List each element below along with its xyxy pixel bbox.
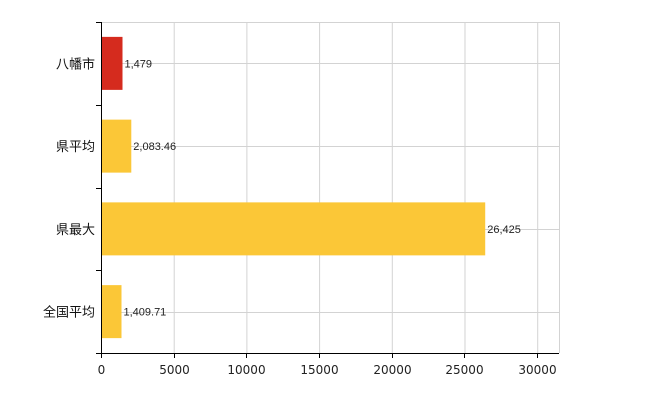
data-label: 26,425	[487, 224, 521, 236]
x-tick-label: 30000	[518, 363, 556, 377]
data-label: 1,479	[125, 58, 153, 70]
bar	[101, 119, 132, 173]
x-tick-label: 5000	[159, 363, 190, 377]
x-tick-label: 10000	[227, 363, 265, 377]
category-label: 県平均	[56, 140, 95, 155]
bar	[101, 285, 122, 339]
x-tick-label: 25000	[445, 363, 483, 377]
data-label: 1,409.71	[123, 307, 166, 319]
data-label: 2,083.46	[133, 141, 176, 153]
x-tick-label: 20000	[373, 363, 411, 377]
category-label: 八幡市	[56, 56, 95, 72]
bar	[101, 202, 486, 256]
x-tick-label: 15000	[300, 363, 338, 377]
x-tick-label: 0	[98, 363, 106, 377]
category-label: 全国平均	[43, 305, 95, 321]
category-label: 県最大	[56, 223, 95, 238]
bar	[101, 36, 123, 90]
